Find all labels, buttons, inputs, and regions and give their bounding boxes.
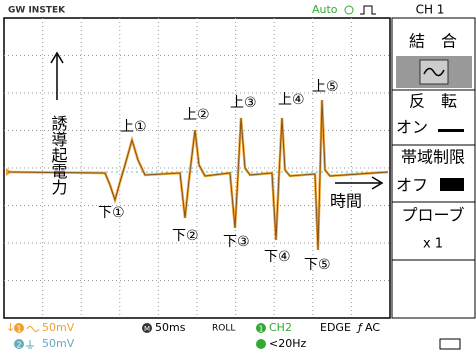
- mode: ROLL: [212, 324, 235, 334]
- trigger-freq: <20Hz: [269, 337, 306, 350]
- freq-badge: [256, 339, 266, 349]
- trigger-coupling: AC: [365, 321, 380, 334]
- state-block: [440, 178, 464, 191]
- menu-coupling[interactable]: 結 合: [409, 32, 457, 51]
- peak-down-label: 下②: [172, 228, 199, 244]
- probe-value[interactable]: x 1: [423, 237, 443, 252]
- ch2-scale: 50mV: [42, 337, 75, 350]
- trigger-source: CH2: [269, 321, 292, 334]
- trigger-mode: Auto: [312, 3, 338, 16]
- ch1-scale: 50mV: [42, 321, 75, 334]
- ch1-arrow: ↓: [6, 321, 15, 334]
- peak-up-label: 上⑤: [312, 79, 339, 95]
- peak-up-label: 上①: [120, 119, 147, 135]
- peak-down-label: 下⑤: [304, 257, 331, 273]
- trigger-type: EDGE: [320, 321, 351, 334]
- peak-up-label: 上②: [183, 107, 210, 123]
- peak-down-label: 下④: [264, 249, 291, 265]
- peak-down-label: 下①: [98, 205, 125, 221]
- bandwidth-state[interactable]: オフ: [396, 176, 428, 195]
- peak-up-label: 上④: [278, 92, 305, 108]
- peak-down-label: 下③: [223, 234, 250, 250]
- peak-up-label: 上③: [230, 95, 257, 111]
- channel: CH 1: [416, 3, 445, 17]
- menu-probe[interactable]: プローブ: [401, 206, 464, 225]
- axis-y-label: 誘導起電力: [49, 115, 68, 196]
- ch1-id: 1: [16, 325, 21, 334]
- state-bar: [438, 129, 464, 132]
- trigger-id: 1: [258, 325, 263, 334]
- invert-state[interactable]: オン: [396, 118, 428, 137]
- timebase-id: M: [144, 325, 150, 333]
- ch2-id: 2: [16, 341, 21, 350]
- menu-invert[interactable]: 反 転: [409, 92, 457, 111]
- oscilloscope-screen: GW INSTEK Auto CH 1 誘導起電力 時間 上① 下① 上② 下②…: [0, 0, 476, 358]
- brand: GW INSTEK: [8, 6, 66, 16]
- menu-bandwidth[interactable]: 帯域制限: [401, 148, 465, 167]
- timebase: 50ms: [155, 321, 186, 334]
- axis-x-label: 時間: [330, 192, 362, 211]
